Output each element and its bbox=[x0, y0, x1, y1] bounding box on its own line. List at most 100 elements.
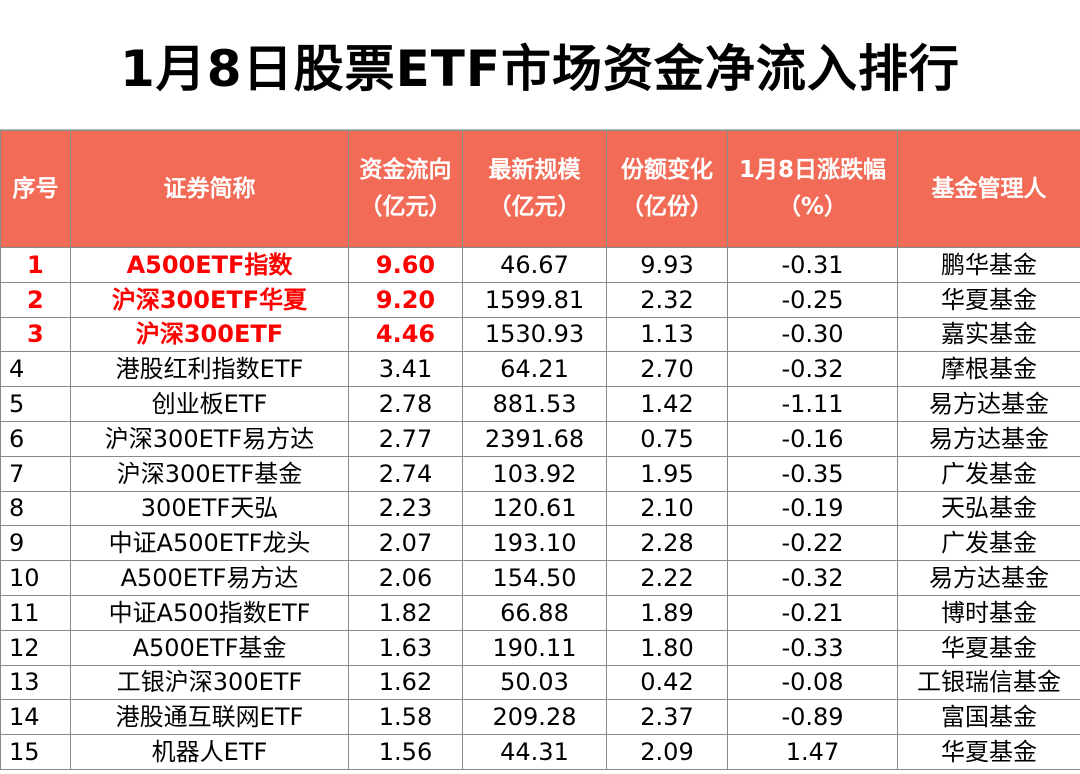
cell-scale: 2391.68 bbox=[462, 420, 607, 457]
table-row: 3 沪深300ETF 4.46 1530.93 1.13 -0.30 嘉实基金 bbox=[0, 316, 1080, 353]
cell-manager: 嘉实基金 bbox=[897, 316, 1080, 353]
table-row: 1 A500ETF指数 9.60 46.67 9.93 -0.31 鹏华基金 bbox=[0, 247, 1080, 283]
cell-name: A500ETF指数 bbox=[70, 247, 349, 283]
cell-scale: 46.67 bbox=[462, 247, 607, 283]
cell-change: -0.33 bbox=[727, 629, 898, 666]
cell-flow: 9.60 bbox=[348, 247, 463, 283]
cell-seq: 10 bbox=[0, 560, 71, 596]
cell-manager: 鹏华基金 bbox=[897, 247, 1080, 283]
table-header-row: 序号 证券简称 资金流向 （亿元） 最新规模 （亿元） 份额变化 （亿份） 1月… bbox=[0, 130, 1080, 248]
cell-share: 2.22 bbox=[606, 560, 728, 596]
cell-flow: 2.07 bbox=[348, 525, 463, 562]
cell-scale: 193.10 bbox=[462, 525, 607, 562]
cell-manager: 易方达基金 bbox=[897, 420, 1080, 457]
cell-scale: 50.03 bbox=[462, 664, 607, 701]
table-row: 4 港股红利指数ETF 3.41 64.21 2.70 -0.32 摩根基金 bbox=[0, 351, 1080, 388]
table-row: 7 沪深300ETF基金 2.74 103.92 1.95 -0.35 广发基金 bbox=[0, 455, 1080, 492]
cell-scale: 154.50 bbox=[462, 560, 607, 596]
cell-seq: 11 bbox=[0, 594, 71, 631]
column-header-flow-line1: 资金流向 bbox=[359, 157, 452, 183]
cell-manager: 天弘基金 bbox=[897, 490, 1080, 527]
cell-name: 港股通互联网ETF bbox=[70, 699, 349, 736]
cell-flow: 4.46 bbox=[348, 316, 463, 353]
cell-flow: 2.77 bbox=[348, 420, 463, 457]
cell-share: 2.32 bbox=[606, 281, 728, 318]
cell-share: 2.28 bbox=[606, 525, 728, 562]
table-body: 1 A500ETF指数 9.60 46.67 9.93 -0.31 鹏华基金 2 沪深300ET… bbox=[0, 247, 1080, 770]
cell-scale: 66.88 bbox=[462, 594, 607, 631]
cell-change: -0.31 bbox=[727, 247, 898, 283]
column-header-share-line2: （亿份） bbox=[621, 194, 713, 220]
column-header-scale-line2: （亿元） bbox=[488, 194, 581, 220]
cell-change: -0.25 bbox=[727, 281, 898, 318]
cell-change: 1.47 bbox=[727, 734, 898, 770]
cell-share: 0.42 bbox=[606, 664, 728, 701]
cell-seq: 1 bbox=[0, 247, 71, 283]
cell-change: -1.11 bbox=[727, 386, 898, 422]
page-title: 1月8日股票ETF市场资金净流入排行 bbox=[0, 0, 1080, 130]
cell-seq: 15 bbox=[0, 734, 71, 770]
cell-scale: 44.31 bbox=[462, 734, 607, 770]
cell-seq: 13 bbox=[0, 664, 71, 701]
cell-name: 创业板ETF bbox=[70, 386, 349, 422]
cell-change: -0.35 bbox=[727, 455, 898, 492]
column-header-share: 份额变化 （亿份） bbox=[606, 130, 728, 248]
cell-name: 300ETF天弘 bbox=[70, 490, 349, 527]
cell-manager: 广发基金 bbox=[897, 525, 1080, 562]
cell-seq: 9 bbox=[0, 525, 71, 562]
cell-name: A500ETF基金 bbox=[70, 629, 349, 666]
cell-change: -0.89 bbox=[727, 699, 898, 736]
table-row: 9 中证A500ETF龙头 2.07 193.10 2.28 -0.22 广发基金 bbox=[0, 525, 1080, 562]
cell-scale: 190.11 bbox=[462, 629, 607, 666]
cell-flow: 1.58 bbox=[348, 699, 463, 736]
cell-flow: 9.20 bbox=[348, 281, 463, 318]
cell-flow: 2.74 bbox=[348, 455, 463, 492]
cell-flow: 1.63 bbox=[348, 629, 463, 666]
cell-manager: 工银瑞信基金 bbox=[897, 664, 1080, 701]
cell-change: -0.32 bbox=[727, 351, 898, 388]
cell-share: 2.37 bbox=[606, 699, 728, 736]
table-row: 11 中证A500指数ETF 1.82 66.88 1.89 -0.21 博时基金 bbox=[0, 594, 1080, 631]
cell-name: 沪深300ETF易方达 bbox=[70, 420, 349, 457]
cell-change: -0.32 bbox=[727, 560, 898, 596]
cell-seq: 2 bbox=[0, 281, 71, 318]
cell-share: 1.42 bbox=[606, 386, 728, 422]
cell-scale: 1599.81 bbox=[462, 281, 607, 318]
column-header-seq: 序号 bbox=[0, 130, 71, 248]
cell-manager: 易方达基金 bbox=[897, 560, 1080, 596]
table-row: 5 创业板ETF 2.78 881.53 1.42 -1.11 易方达基金 bbox=[0, 386, 1080, 422]
table-row: 14 港股通互联网ETF 1.58 209.28 2.37 -0.89 富国基金 bbox=[0, 699, 1080, 736]
cell-manager: 华夏基金 bbox=[897, 629, 1080, 666]
cell-share: 1.89 bbox=[606, 594, 728, 631]
cell-flow: 3.41 bbox=[348, 351, 463, 388]
cell-share: 2.10 bbox=[606, 490, 728, 527]
cell-share: 2.70 bbox=[606, 351, 728, 388]
cell-scale: 1530.93 bbox=[462, 316, 607, 353]
cell-manager: 华夏基金 bbox=[897, 281, 1080, 318]
etf-ranking-table: 序号 证券简称 资金流向 （亿元） 最新规模 （亿元） 份额变化 （亿份） 1月… bbox=[0, 130, 1080, 770]
cell-name: 工银沪深300ETF bbox=[70, 664, 349, 701]
cell-scale: 881.53 bbox=[462, 386, 607, 422]
cell-name: 机器人ETF bbox=[70, 734, 349, 770]
cell-change: -0.16 bbox=[727, 420, 898, 457]
cell-name: A500ETF易方达 bbox=[70, 560, 349, 596]
cell-manager: 博时基金 bbox=[897, 594, 1080, 631]
cell-name: 中证A500ETF龙头 bbox=[70, 525, 349, 562]
table-row: 15 机器人ETF 1.56 44.31 2.09 1.47 华夏基金 bbox=[0, 734, 1080, 770]
cell-flow: 2.06 bbox=[348, 560, 463, 596]
cell-scale: 120.61 bbox=[462, 490, 607, 527]
column-header-scale-line1: 最新规模 bbox=[488, 157, 581, 183]
cell-change: -0.22 bbox=[727, 525, 898, 562]
table-row: 10 A500ETF易方达 2.06 154.50 2.22 -0.32 易方达基金 bbox=[0, 560, 1080, 596]
cell-flow: 1.56 bbox=[348, 734, 463, 770]
column-header-name: 证券简称 bbox=[70, 130, 349, 248]
cell-flow: 1.82 bbox=[348, 594, 463, 631]
cell-name: 中证A500指数ETF bbox=[70, 594, 349, 631]
cell-share: 1.80 bbox=[606, 629, 728, 666]
cell-name: 港股红利指数ETF bbox=[70, 351, 349, 388]
cell-share: 9.93 bbox=[606, 247, 728, 283]
cell-seq: 4 bbox=[0, 351, 71, 388]
cell-flow: 1.62 bbox=[348, 664, 463, 701]
column-header-manager: 基金管理人 bbox=[897, 130, 1080, 248]
table-row: 12 A500ETF基金 1.63 190.11 1.80 -0.33 华夏基金 bbox=[0, 629, 1080, 666]
